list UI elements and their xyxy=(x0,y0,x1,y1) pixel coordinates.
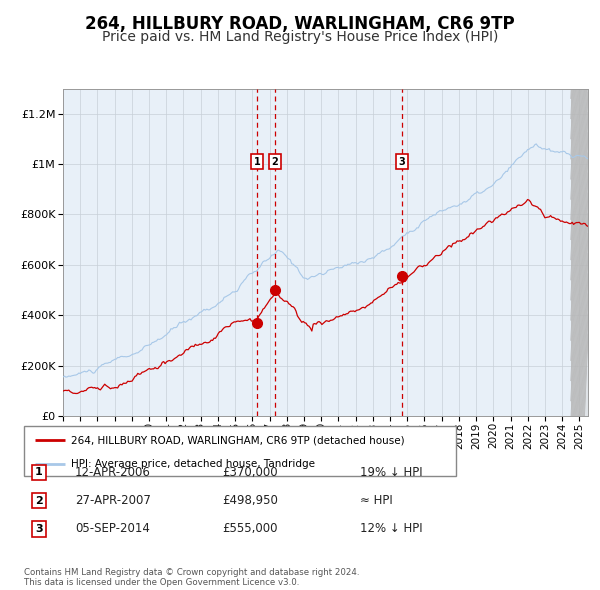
Text: £370,000: £370,000 xyxy=(222,466,278,479)
Text: 264, HILLBURY ROAD, WARLINGHAM, CR6 9TP: 264, HILLBURY ROAD, WARLINGHAM, CR6 9TP xyxy=(85,15,515,33)
Text: 3: 3 xyxy=(35,524,43,534)
Text: 19% ↓ HPI: 19% ↓ HPI xyxy=(360,466,422,479)
Text: ≈ HPI: ≈ HPI xyxy=(360,494,393,507)
Text: 05-SEP-2014: 05-SEP-2014 xyxy=(75,522,150,536)
Text: Price paid vs. HM Land Registry's House Price Index (HPI): Price paid vs. HM Land Registry's House … xyxy=(102,30,498,44)
Text: 3: 3 xyxy=(398,156,405,166)
Text: Contains HM Land Registry data © Crown copyright and database right 2024.
This d: Contains HM Land Registry data © Crown c… xyxy=(24,568,359,587)
Text: HPI: Average price, detached house, Tandridge: HPI: Average price, detached house, Tand… xyxy=(71,458,314,468)
Text: £555,000: £555,000 xyxy=(222,522,277,536)
Text: 12% ↓ HPI: 12% ↓ HPI xyxy=(360,522,422,536)
Text: £498,950: £498,950 xyxy=(222,494,278,507)
Text: 1: 1 xyxy=(254,156,260,166)
Text: 2: 2 xyxy=(272,156,278,166)
Text: 27-APR-2007: 27-APR-2007 xyxy=(75,494,151,507)
Polygon shape xyxy=(571,88,588,416)
Text: 264, HILLBURY ROAD, WARLINGHAM, CR6 9TP (detached house): 264, HILLBURY ROAD, WARLINGHAM, CR6 9TP … xyxy=(71,435,404,445)
Text: 1: 1 xyxy=(35,467,43,477)
Text: 12-APR-2006: 12-APR-2006 xyxy=(75,466,151,479)
Text: 2: 2 xyxy=(35,496,43,506)
